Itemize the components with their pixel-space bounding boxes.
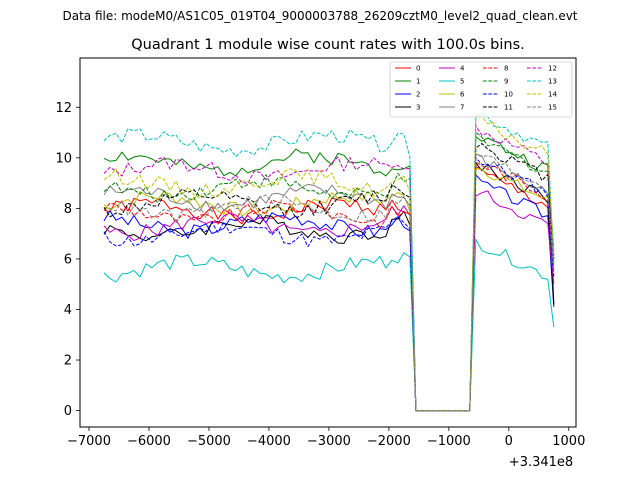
legend-label-7: 7: [460, 104, 464, 112]
legend-label-1: 1: [416, 78, 420, 86]
series-line-11: [103, 143, 555, 412]
y-axis-ticks: 0 2 4 6 8 10 12: [55, 101, 80, 419]
x-axis-offset-label: +3.341e8: [509, 455, 573, 470]
series-line-14: [103, 115, 555, 412]
series-line-3: [103, 162, 555, 412]
legend-label-11: 11: [504, 104, 513, 112]
series-line-10: [103, 157, 555, 412]
series-line-2: [103, 174, 555, 412]
series-line-8: [103, 161, 555, 412]
legend-box: [389, 61, 573, 118]
y-tick-label: 12: [55, 101, 72, 116]
legend-label-3: 3: [416, 104, 420, 112]
y-tick-label: 2: [64, 354, 72, 369]
legend-label-8: 8: [504, 65, 508, 73]
series-line-12: [103, 125, 555, 412]
x-tick-label: 0: [505, 434, 513, 449]
x-tick-label: −6000: [127, 434, 171, 449]
x-tick-label: −2000: [367, 434, 411, 449]
series-line-4: [103, 190, 555, 412]
legend-label-5: 5: [460, 78, 464, 86]
x-tick-label: −7000: [67, 434, 111, 449]
series-layer: [103, 114, 555, 412]
series-line-15: [103, 154, 555, 412]
legend-label-13: 13: [548, 78, 557, 86]
y-tick-label: 10: [55, 151, 72, 166]
x-tick-label: −1000: [427, 434, 471, 449]
legend-label-2: 2: [416, 91, 420, 99]
series-line-9: [103, 131, 555, 412]
x-tick-label: −4000: [247, 434, 291, 449]
legend-label-9: 9: [504, 78, 508, 86]
x-tick-label: 1000: [552, 434, 585, 449]
x-tick-label: −5000: [187, 434, 231, 449]
y-tick-label: 0: [64, 404, 72, 419]
x-tick-label: −3000: [307, 434, 351, 449]
x-axis-ticks: −7000 −6000 −5000 −4000 −3000 −2000 −1000 0 1000: [67, 427, 585, 449]
y-tick-label: 8: [64, 202, 72, 217]
series-line-0: [103, 166, 555, 412]
legend-label-4: 4: [460, 65, 465, 73]
axes-frame: [79, 57, 577, 428]
y-tick-label: 6: [64, 252, 72, 267]
legend-label-15: 15: [548, 104, 557, 112]
legend-label-6: 6: [460, 91, 465, 99]
legend-label-0: 0: [416, 65, 420, 73]
series-line-1: [103, 136, 555, 412]
chart-title: Quadrant 1 module wise count rates with …: [131, 37, 525, 53]
legend-label-10: 10: [504, 91, 513, 99]
series-line-6: [103, 168, 555, 412]
legend-label-14: 14: [548, 91, 557, 99]
series-line-7: [103, 153, 555, 412]
figure-suptitle: Data file: modeM0/AS1C05_019T04_90000037…: [62, 9, 577, 23]
series-line-5: [103, 238, 555, 412]
legend-label-12: 12: [548, 65, 557, 73]
y-tick-label: 4: [64, 303, 72, 318]
